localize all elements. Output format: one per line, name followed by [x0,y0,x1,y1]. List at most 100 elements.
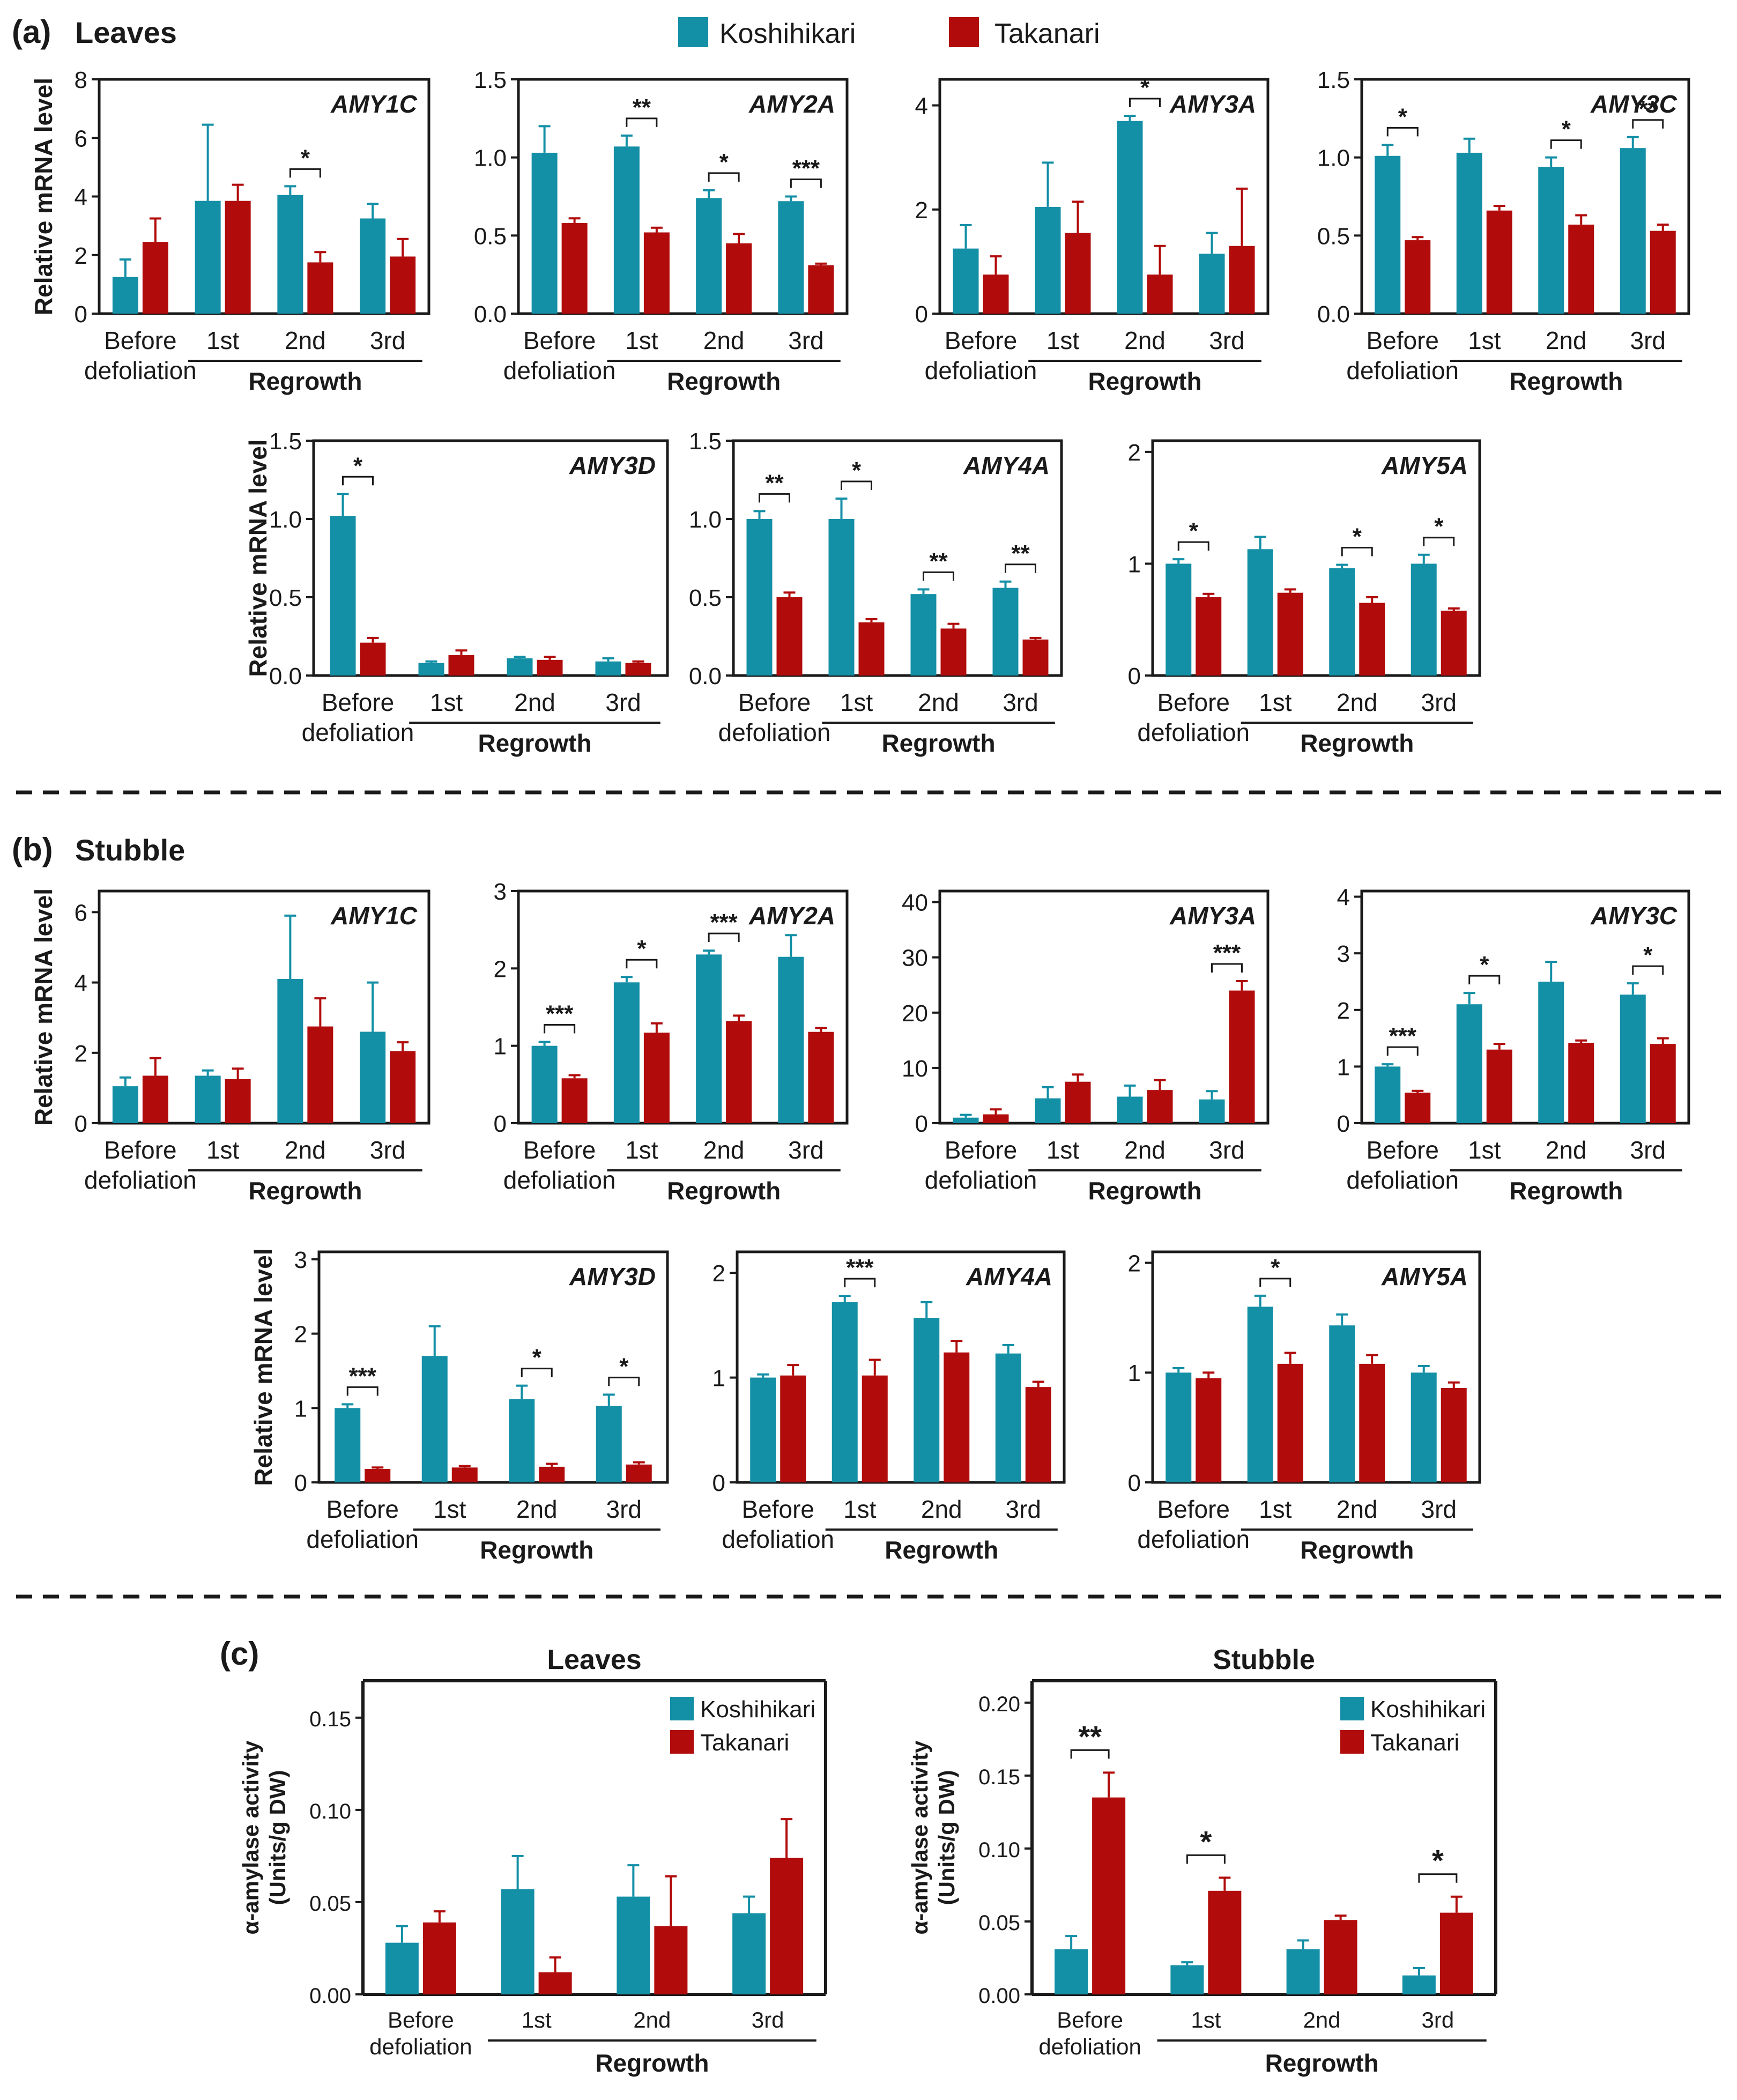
bar-takanari-3 [1441,611,1467,676]
bar-takanari-0 [1405,240,1431,314]
bar-takanari-0 [360,642,386,676]
chart-title: AMY4A [963,451,1050,479]
bar-takanari-1 [1486,1049,1512,1123]
bar-koshihikari-2 [910,594,937,676]
y-tick-label: 0.0 [689,663,722,689]
y-tick-label: 1 [712,1366,725,1392]
bar-takanari-1 [1065,233,1091,314]
significance-label: * [619,1353,629,1379]
plot-frame [312,439,669,677]
significance-label: *** [1389,1023,1417,1049]
significance-label: *** [710,909,738,936]
significance-label: ** [1078,1719,1102,1753]
bar-koshihikari-2 [1117,1096,1143,1123]
x-tick-label-1: 1st [625,1136,658,1164]
y-tick-label: 0.5 [689,585,722,611]
x-label-defoliation: defoliation [84,357,197,384]
y-tick-label: 1.5 [689,428,722,455]
x-label-defoliation: defoliation [1137,718,1250,746]
x-label-before: Before [1366,1136,1439,1164]
significance-bracket [1070,1749,1110,1759]
chart-a3: 0 2 4 AMY3A * Before defoliation 1st 2nd 3rd Regro… [915,75,1270,395]
legend-takanari-swatch [1340,1730,1364,1754]
bar-takanari-3 [390,1051,416,1123]
y-tick-label: 4 [1337,885,1350,911]
bar-takanari-2 [307,262,333,314]
x-label-before: Before [326,1495,399,1523]
y-tick-label: 1 [294,1396,307,1422]
y-tick-label: 4 [75,970,87,997]
y-tick-label: 0 [915,301,928,328]
significance-label: ** [1011,540,1030,567]
significance-bracket [844,1278,876,1288]
bar-koshihikari-2 [914,1318,940,1482]
bar-koshihikari-0 [112,277,138,314]
significance-bracket [1418,1873,1458,1883]
x-tick-label-2: 2nd [703,1136,745,1164]
bar-koshihikari-0 [531,1045,558,1123]
significance-label: *** [846,1255,874,1281]
x-tick-label-1: 1st [433,1495,466,1523]
bar-takanari-0 [422,1922,456,1994]
x-tick-label-2: 2nd [1124,326,1166,354]
significance-label: ** [765,470,784,496]
y-tick-label: 0.00 [978,1984,1020,2008]
chart-title: AMY3A [1169,90,1256,118]
x-tick-label-1: 1st [1259,1495,1292,1523]
x-label-before: Before [738,688,811,716]
bar-koshihikari-1 [1247,1307,1273,1482]
significance-bracket [1423,537,1455,546]
significance-bracket [1386,1046,1419,1056]
bar-takanari-1 [643,232,670,314]
bar-takanari-0 [142,242,168,314]
x-label-defoliation: defoliation [1346,357,1459,384]
bar-koshihikari-1 [1456,152,1482,314]
significance-bracket [1005,563,1036,573]
x-tick-label-3: 3rd [370,326,405,354]
bar-koshihikari-0 [746,519,773,676]
y-tick-label: 6 [75,900,87,926]
x-tick-label-3: 3rd [605,688,641,716]
x-tick-label-1: 1st [1259,688,1292,716]
y-tick-label: 0.00 [309,1984,351,2008]
significance-bracket [759,493,790,503]
bar-koshihikari-0 [1055,1949,1088,1994]
bar-takanari-3 [1022,639,1049,676]
y-tick-label: 0 [1128,1470,1141,1496]
bar-koshihikari-1 [1247,549,1273,676]
significance-bracket [1632,119,1664,129]
y-tick-label: 0.15 [309,1708,351,1731]
bar-koshihikari-2 [277,195,303,314]
bar-koshihikari-0 [112,1086,138,1123]
x-tick-label-2: 2nd [285,326,326,354]
bar-takanari-2 [654,1926,688,1994]
significance-bracket [1550,139,1582,149]
significance-label: * [1398,103,1408,130]
bar-koshihikari-2 [1538,167,1564,314]
significance-label: * [532,1345,542,1371]
chart-title: AMY5A [1381,1263,1468,1290]
chart-title: AMY3D [569,1263,656,1290]
bar-koshihikari-1 [195,201,221,314]
y-axis-label: Relative mRNA level [249,1248,277,1486]
y-tick-label: 20 [902,1000,928,1027]
chart-title: Leaves [547,1644,641,1675]
bar-takanari-1 [448,655,474,676]
y-axis-label: Relative mRNA level [244,439,272,677]
y-axis-label-units: (Units/g DW) [265,1770,290,1905]
bar-takanari-2 [1147,1090,1173,1123]
x-tick-label-1: 1st [1468,1136,1501,1164]
plot-frame [517,78,849,315]
y-tick-label: 0 [1128,663,1141,689]
x-tick-label-1: 1st [843,1495,877,1523]
x-tick-label-2: 2nd [1124,1136,1166,1164]
bar-takanari-2 [944,1352,970,1482]
significance-bracket [1468,975,1501,985]
significance-bracket [1177,541,1209,551]
chart-title: AMY3A [1169,902,1256,930]
chart-title: AMY2A [748,902,835,930]
plot-frame [1360,889,1690,1125]
